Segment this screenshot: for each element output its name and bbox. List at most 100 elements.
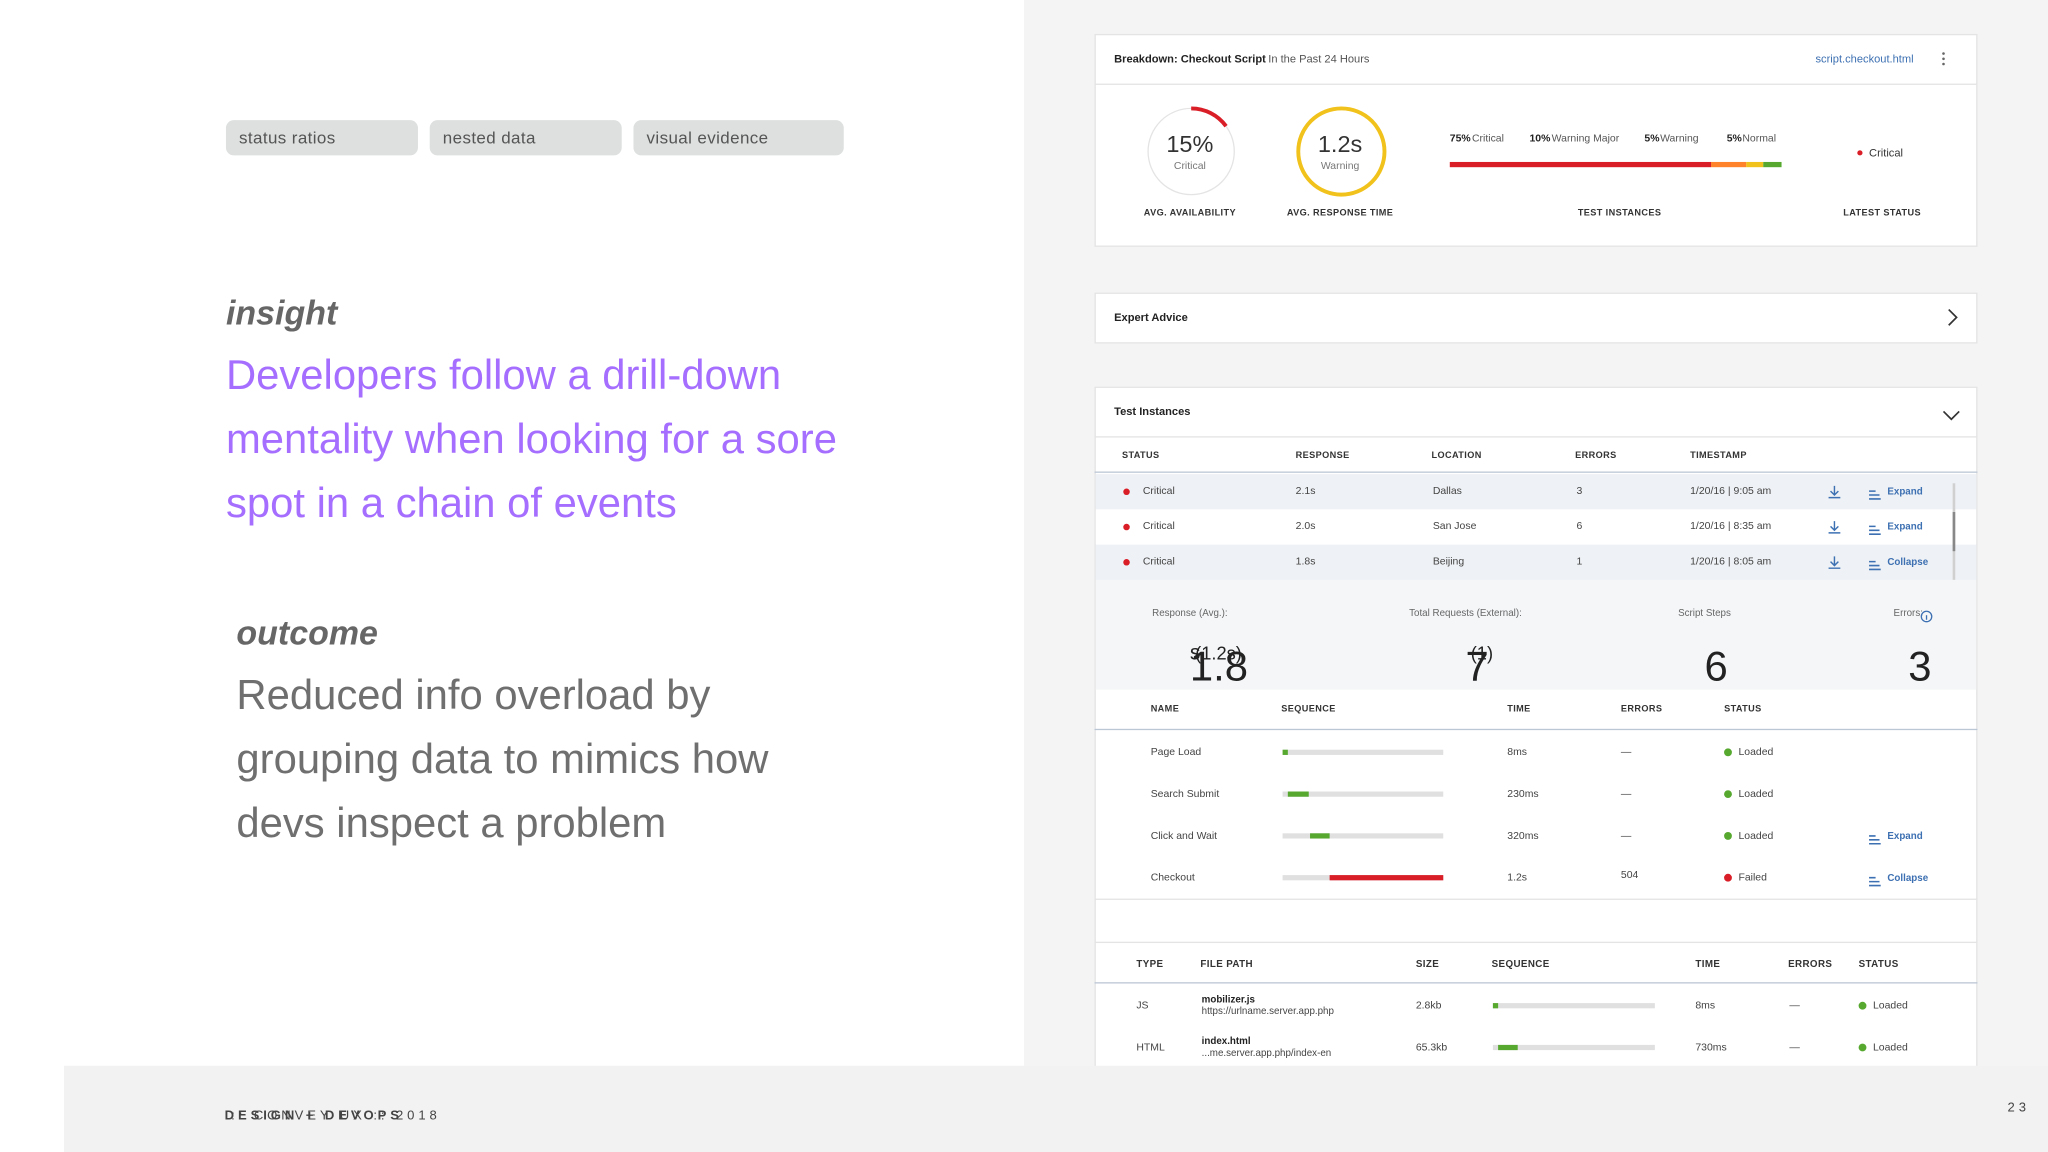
sequence-fill — [1287, 791, 1309, 797]
segment-name: Critical — [1471, 132, 1504, 144]
header-rule — [1094, 982, 1978, 984]
cell: 65.3kb — [1415, 1041, 1448, 1053]
insight-line: mentality when looking for a sore — [225, 415, 837, 463]
sequence-track — [1282, 749, 1444, 755]
download-icon — [1827, 483, 1841, 499]
status-dot — [1123, 523, 1130, 530]
expand-icon — [1868, 555, 1881, 571]
divider — [1094, 941, 1978, 944]
column-header: TIMESTAMP — [1690, 451, 1747, 461]
summary-label: Errors: — [1893, 606, 1923, 619]
breakdown-card — [1094, 33, 1978, 247]
column-header: STATUS — [1858, 958, 1899, 970]
file-name: mobilizer.js — [1201, 993, 1255, 1006]
table-row — [1095, 544, 1977, 580]
script-link[interactable]: script.checkout.html — [1815, 52, 1914, 66]
outcome-label: outcome — [236, 613, 378, 653]
summary-unit: s — [1189, 642, 1201, 665]
status-dot — [1724, 790, 1732, 799]
cell: JS — [1136, 999, 1149, 1012]
file-name: index.html — [1201, 1035, 1251, 1047]
cell: — — [1620, 787, 1632, 800]
expand-icon — [1868, 871, 1881, 887]
cell: 504 — [1620, 868, 1639, 881]
column-header: SEQUENCE — [1491, 958, 1550, 970]
expert-card[interactable] — [1094, 292, 1978, 344]
summary-value: 3 — [1908, 642, 1932, 690]
cell: 2.8kb — [1415, 999, 1442, 1012]
breakdown-period: In the Past 24 Hours — [1268, 52, 1370, 66]
cell: Loaded — [1738, 829, 1774, 842]
chevron-right — [1946, 308, 1959, 326]
expand-icon — [1868, 485, 1881, 500]
response-gauge — [1294, 104, 1388, 198]
column-header: SIZE — [1415, 958, 1440, 970]
response-status: Warning — [1320, 159, 1360, 172]
column-header: NAME — [1150, 705, 1180, 715]
download-icon — [1827, 554, 1841, 570]
cell: 8ms — [1695, 999, 1716, 1012]
cell: Critical — [1142, 555, 1175, 568]
cell: Beijing — [1432, 555, 1465, 568]
page-number: 23 — [2007, 1101, 2030, 1116]
instances-title: Test Instances — [1114, 404, 1191, 418]
action-link[interactable]: Expand — [1887, 830, 1923, 842]
cell: Loaded — [1872, 999, 1908, 1012]
action-link[interactable]: Collapse — [1887, 871, 1929, 884]
action-link[interactable]: Expand — [1887, 485, 1923, 497]
column-header: STATUS — [1121, 451, 1160, 461]
status-dot — [1724, 831, 1732, 840]
action-link[interactable]: Expand — [1887, 520, 1923, 533]
sequence-track — [1282, 833, 1444, 839]
segment-pct: 10% — [1529, 132, 1551, 144]
column-header: ERRORS — [1788, 958, 1833, 970]
cell: Failed — [1738, 871, 1767, 884]
cell: — — [1620, 746, 1632, 758]
segment-bar — [1711, 161, 1747, 168]
cell: Critical — [1142, 484, 1175, 497]
tag: visual evidence — [633, 120, 844, 156]
outcome-line: grouping data to mimics how — [236, 735, 769, 783]
availability-gauge — [1144, 104, 1238, 198]
footer — [63, 1065, 2048, 1152]
segment-bar — [1746, 161, 1764, 168]
segment-pct: 75% — [1449, 132, 1471, 144]
status-dot — [1724, 873, 1732, 882]
status-dot — [1123, 487, 1130, 495]
status-dot — [1123, 558, 1130, 565]
divider — [1094, 898, 1978, 900]
scroll-thumb — [1952, 511, 1956, 552]
summary-label: Total Requests (External): — [1409, 606, 1522, 619]
cell: HTML — [1136, 1041, 1165, 1053]
segment-name: Normal — [1742, 132, 1777, 144]
column-header: ERRORS — [1620, 705, 1663, 715]
availability-status: Critical — [1173, 159, 1206, 172]
availability-value: 15% — [1166, 130, 1214, 157]
cell: 1/20/16 | 8:05 am — [1690, 555, 1772, 568]
response-value: 1.2s — [1317, 130, 1363, 157]
column-header: TIME — [1695, 958, 1721, 970]
summary-label: Response (Avg.): — [1152, 606, 1228, 619]
action-link[interactable]: Collapse — [1887, 555, 1929, 568]
header-rule — [1094, 728, 1978, 731]
segment-pct: 5% — [1644, 132, 1660, 144]
sequence-track — [1282, 791, 1444, 797]
summary-extra: (1.2s) — [1195, 642, 1242, 664]
info-icon — [1920, 606, 1933, 623]
divider — [1094, 83, 1978, 85]
column-header: RESPONSE — [1295, 451, 1350, 461]
footer-brand: DESIGN + DEVOPS — [224, 1108, 403, 1124]
breakdown-title: Breakdown: Checkout Script — [1114, 52, 1266, 66]
cell: Search Submit — [1150, 787, 1220, 800]
sequence-fill — [1282, 749, 1288, 755]
metric-label: LATEST STATUS — [1843, 208, 1921, 218]
cell: Page Load — [1150, 746, 1202, 758]
header-rule — [1094, 471, 1978, 473]
sequence-track — [1492, 1044, 1655, 1051]
segment-bar — [1763, 161, 1782, 168]
cell: Critical — [1142, 520, 1175, 532]
footer-rest: :: CONVEY UX :: 2018 — [231, 1108, 441, 1124]
sequence-fill — [1329, 875, 1444, 881]
status-dot — [1858, 1001, 1867, 1010]
cell: 1.2s — [1507, 871, 1528, 884]
